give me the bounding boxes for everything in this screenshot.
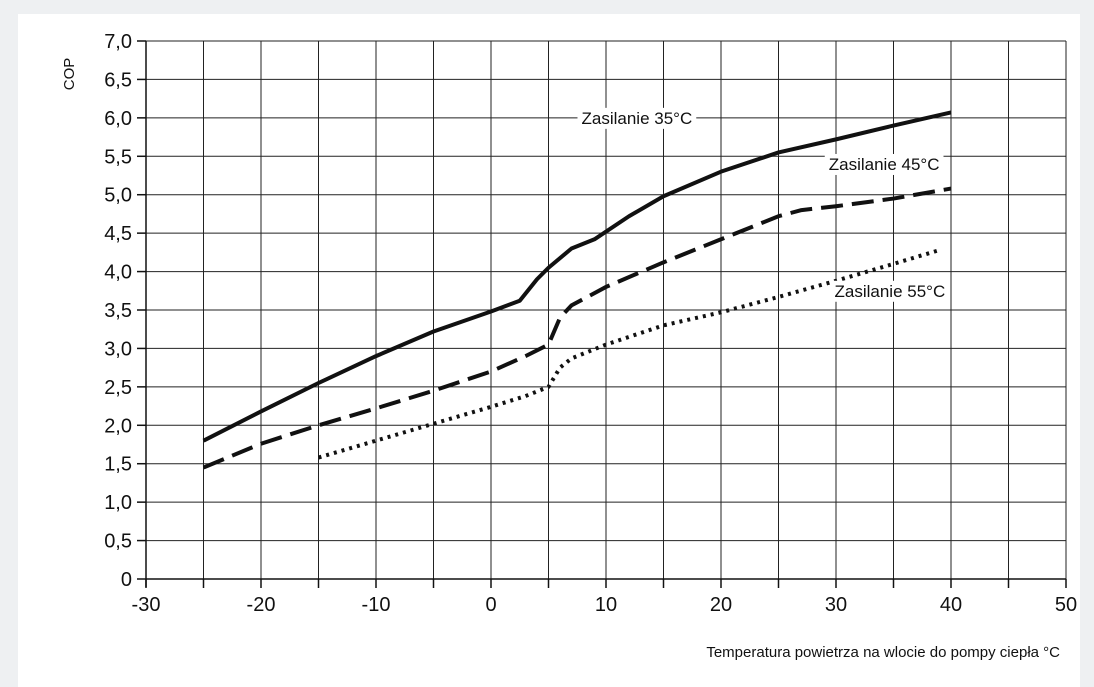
y-tick-label: 6,0 [104, 108, 132, 130]
series-label-background [830, 280, 950, 302]
y-tick-label: 4,0 [104, 262, 132, 284]
series-label-background [577, 107, 697, 129]
x-tick-label: 30 [825, 594, 847, 616]
x-tick-label: 20 [710, 594, 732, 616]
x-tick-label: 0 [485, 594, 496, 616]
series-label-text: Zasilanie 45°C [829, 155, 940, 174]
y-tick-label: 1,0 [104, 492, 132, 514]
series-label-text: Zasilanie 35°C [582, 109, 693, 128]
cop-line-chart: -30 -20 -10 0 10 20 30 40 50 0 0,5 1,0 1,5 2,0 2,5 3,0 3… [61, 31, 1077, 661]
series-lines [202, 110, 952, 470]
y-tick-label: 1,5 [104, 454, 132, 476]
y-tick-label: 3,0 [104, 338, 132, 360]
series-label-2: Zasilanie 45°C [824, 153, 944, 175]
y-tick-label: 3,5 [104, 300, 132, 322]
x-tick-label: 10 [595, 594, 617, 616]
axes: -30 -20 -10 0 10 20 30 40 50 0 0,5 1,0 1,5 2,0 2,5 3,0 3… [104, 31, 1077, 616]
x-axis-title: Temperatura powietrza na wlocie do pompy… [706, 644, 1060, 661]
y-tick-label: 5,5 [104, 146, 132, 168]
x-tick-label: 50 [1055, 594, 1077, 616]
chart-frame: -30 -20 -10 0 10 20 30 40 50 0 0,5 1,0 1,5 2,0 2,5 3,0 3… [18, 14, 1080, 687]
series-annotations: Zasilanie 35°C Zasilanie 45°C Zasilanie 55… [577, 107, 950, 302]
series-line-1 [202, 110, 952, 443]
x-tick-label: -30 [132, 594, 161, 616]
y-tick-label: 4,5 [104, 223, 132, 245]
series-line-2 [202, 186, 952, 470]
y-tick-label: 2,5 [104, 377, 132, 399]
y-axis-title: COP [61, 58, 78, 91]
x-tick-label: -20 [247, 594, 276, 616]
y-tick-label: 6,5 [104, 69, 132, 91]
series-label-1: Zasilanie 35°C [577, 107, 697, 129]
x-tick-label: -10 [362, 594, 391, 616]
y-tick-label: 0,5 [104, 531, 132, 553]
y-tick-label: 0 [121, 569, 132, 591]
y-tick-label: 7,0 [104, 31, 132, 53]
series-label-3: Zasilanie 55°C [830, 280, 950, 302]
y-tick-label: 2,0 [104, 415, 132, 437]
x-tick-label: 40 [940, 594, 962, 616]
y-tick-label: 5,0 [104, 185, 132, 207]
series-label-text: Zasilanie 55°C [835, 282, 946, 301]
series-label-background [824, 153, 944, 175]
